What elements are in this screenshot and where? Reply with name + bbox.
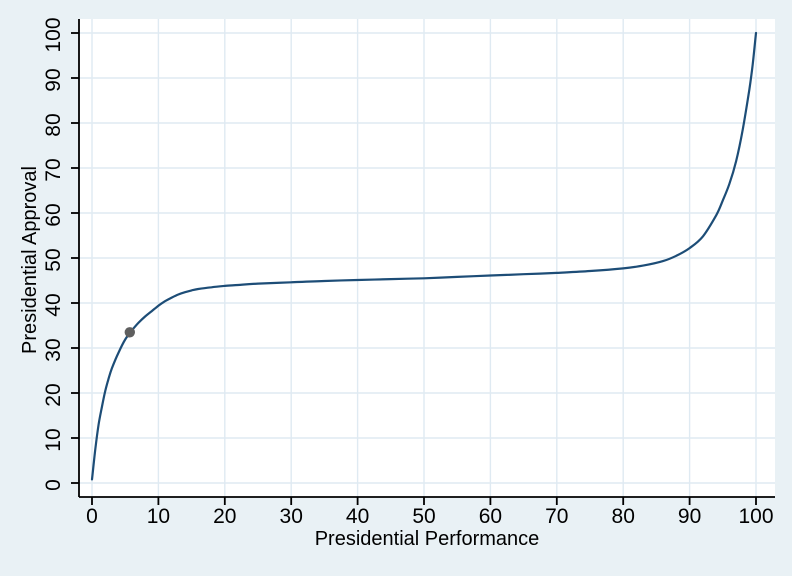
x-tick-label: 90: [678, 505, 701, 528]
y-tick-label: 30: [42, 338, 65, 361]
y-tick-label: 80: [42, 113, 65, 136]
x-tick-label: 20: [213, 505, 236, 528]
y-tick-label: 20: [42, 383, 65, 406]
tick-marks: [71, 32, 757, 505]
gridlines: [79, 19, 775, 497]
y-tick-label: 60: [42, 203, 65, 226]
curve-series: [90, 31, 758, 481]
y-tick-label: 50: [42, 248, 65, 271]
x-tick-labels: 0 10 20 30 40 50 60 70 80 90 100: [86, 505, 773, 528]
y-axis-title: Presidential Approval: [19, 166, 41, 354]
approval-performance-curve: [90, 31, 758, 481]
marker-dot: [124, 327, 135, 338]
x-tick-label: 0: [86, 505, 98, 528]
x-tick-label: 60: [479, 505, 502, 528]
y-tick-label: 10: [42, 428, 65, 451]
x-tick-label: 30: [280, 505, 303, 528]
x-tick-label: 80: [612, 505, 635, 528]
x-tick-label: 100: [738, 505, 773, 528]
y-tick-label: 100: [42, 17, 65, 52]
y-tick-labels: 0 10 20 30 40 50 60 70 80 90 100: [42, 17, 65, 490]
y-tick-label: 0: [42, 479, 65, 491]
x-tick-label: 10: [147, 505, 170, 528]
x-axis-title: Presidential Performance: [315, 528, 540, 550]
x-tick-label: 50: [412, 505, 435, 528]
y-tick-label: 90: [42, 68, 65, 91]
x-tick-label: 40: [346, 505, 369, 528]
y-tick-label: 70: [42, 158, 65, 181]
y-tick-label: 40: [42, 293, 65, 316]
x-tick-label: 70: [545, 505, 568, 528]
